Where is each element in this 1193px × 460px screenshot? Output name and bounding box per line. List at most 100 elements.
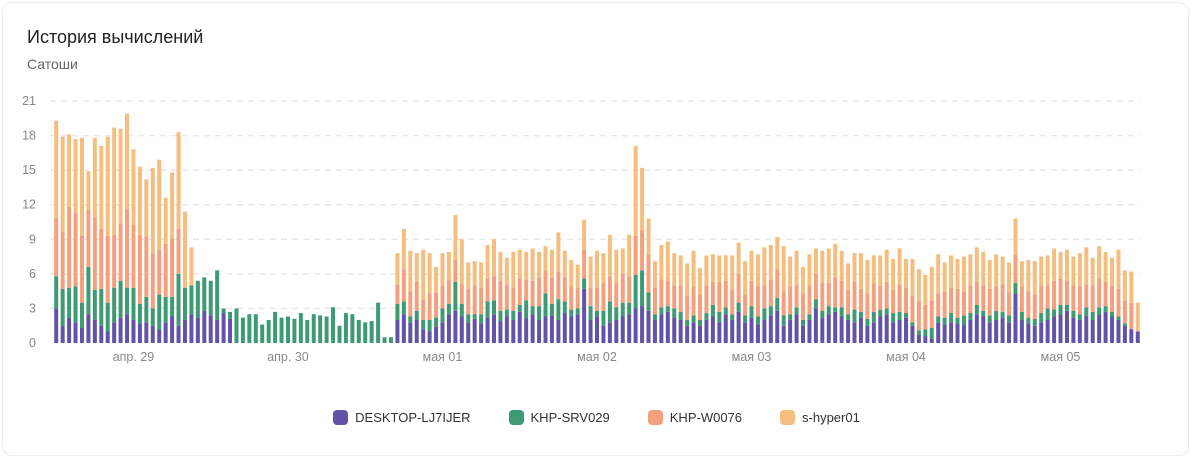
bar-segment	[633, 145, 638, 236]
bar-segment	[961, 315, 966, 325]
bar-segment	[801, 325, 806, 343]
legend-label: KHP-SRV029	[530, 410, 610, 425]
bar-segment	[659, 245, 664, 280]
bar-segment	[331, 307, 336, 343]
bar-segment	[1032, 261, 1037, 295]
bar-segment	[434, 317, 439, 327]
legend-item-desktop[interactable]: DESKTOP-LJ7IJER	[333, 410, 471, 425]
bar-segment	[569, 309, 574, 317]
bar-segment	[646, 310, 651, 343]
bar-segment	[202, 277, 207, 311]
bar-segment	[1097, 314, 1102, 343]
bar-segment	[620, 273, 625, 303]
bar-segment	[595, 287, 599, 311]
bar-segment	[981, 310, 986, 317]
bar-segment	[549, 315, 554, 343]
bar-segment	[981, 285, 986, 311]
bar-segment	[614, 319, 619, 343]
bar-segment	[163, 197, 168, 244]
bar-segment	[794, 250, 799, 285]
bar-segment	[588, 319, 593, 343]
bar-segment	[479, 262, 484, 288]
bar-segment	[427, 253, 432, 294]
bar-segment	[942, 324, 947, 343]
bar-segment	[646, 292, 651, 311]
bar-segment	[685, 295, 690, 320]
bar-segment	[446, 279, 451, 304]
legend-item-s-hyper01[interactable]: s-hyper01	[780, 410, 860, 425]
bar-segment	[466, 322, 471, 343]
bar-segment	[833, 311, 838, 343]
bar-segment	[266, 319, 271, 343]
bar-segment	[1071, 256, 1076, 286]
bar-segment	[627, 234, 632, 277]
bar-segment	[1122, 323, 1127, 326]
legend-swatch	[780, 410, 796, 425]
bar-segment	[582, 288, 587, 343]
bar-segment	[717, 255, 722, 282]
bar-segment	[434, 326, 439, 343]
bar-segment	[189, 314, 194, 343]
bar-segment	[1052, 316, 1057, 343]
bar-segment	[1045, 308, 1050, 320]
bar-segment	[170, 238, 175, 297]
legend-item-khp-w0076[interactable]: KHP-W0076	[647, 410, 742, 425]
x-tick-label: мая 04	[886, 350, 926, 364]
bar-segment	[820, 250, 825, 284]
bar-segment	[157, 294, 162, 330]
bar-segment	[125, 209, 130, 288]
bar-segment	[640, 270, 645, 307]
bar-segment	[994, 286, 999, 311]
bar-segment	[556, 232, 561, 272]
bar-segment	[884, 249, 889, 282]
bar-segment	[582, 219, 587, 250]
bar-segment	[665, 241, 670, 281]
bar-segment	[607, 234, 612, 277]
bar-segment	[150, 253, 155, 309]
bar-segment	[215, 319, 220, 343]
bar-segment	[652, 314, 657, 320]
bar-segment	[1090, 257, 1095, 286]
bar-segment	[813, 308, 818, 343]
bar-segment	[640, 167, 645, 231]
bar-segment	[607, 276, 612, 302]
bar-segment	[1116, 288, 1121, 317]
bar-segment	[472, 318, 477, 343]
bar-segment	[182, 319, 187, 343]
bar-segment	[376, 302, 381, 343]
bar-segment	[994, 310, 999, 320]
bar-segment	[1110, 311, 1115, 317]
legend-item-khp-srv029[interactable]: KHP-SRV029	[508, 410, 610, 425]
bar-segment	[298, 313, 303, 343]
bar-segment	[981, 251, 986, 286]
bar-segment	[891, 258, 896, 290]
bar-segment	[86, 266, 91, 315]
bar-segment	[421, 319, 426, 330]
bar-segment	[897, 284, 902, 312]
bar-segment	[730, 314, 735, 320]
bar-segment	[678, 311, 683, 320]
bar-segment	[846, 263, 851, 290]
bar-segment	[79, 328, 84, 343]
bar-segment	[755, 286, 760, 317]
bar-segment	[891, 322, 896, 343]
bar-segment	[601, 253, 606, 284]
bar-segment	[343, 313, 348, 343]
bar-segment	[125, 314, 130, 343]
bar-segment	[826, 306, 831, 315]
bar-segment	[633, 235, 638, 276]
bar-segment	[414, 281, 419, 311]
bar-segment	[491, 276, 496, 301]
bar-segment	[923, 275, 928, 305]
bar-segment	[530, 248, 535, 281]
bar-segment	[1039, 322, 1044, 343]
bar-segment	[176, 325, 181, 343]
bar-segment	[125, 287, 130, 315]
bar-segment	[105, 331, 110, 343]
bar-segment	[434, 266, 439, 293]
bar-segment	[1019, 311, 1024, 320]
bar-segment	[524, 317, 529, 343]
bar-segment	[595, 310, 599, 317]
bar-segment	[1097, 246, 1102, 279]
